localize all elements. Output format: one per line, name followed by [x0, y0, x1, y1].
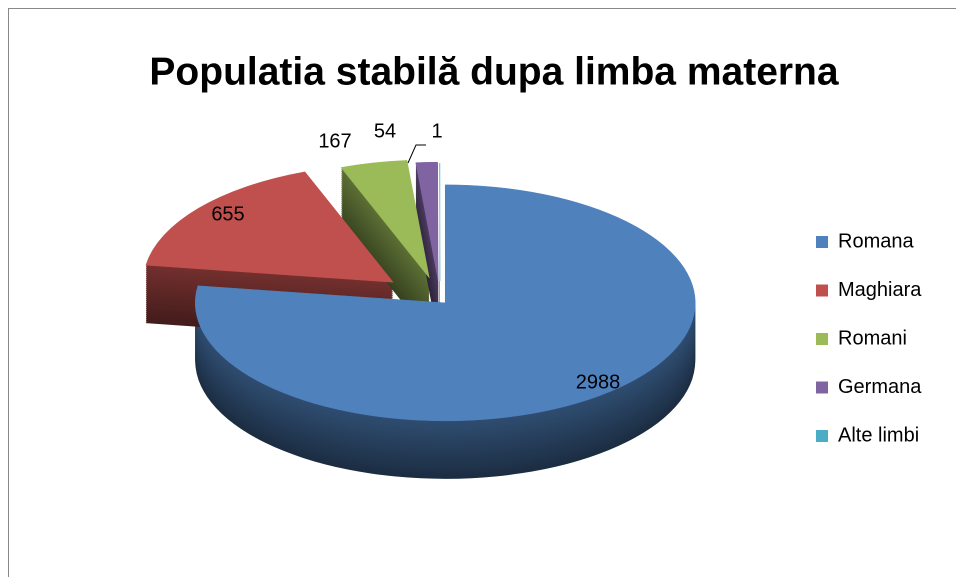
- legend-swatch: [816, 284, 828, 297]
- slice: [415, 161, 439, 281]
- slice: [340, 160, 430, 279]
- pie-tops: [145, 160, 696, 422]
- leader-line: [407, 144, 426, 164]
- slice: [194, 184, 696, 422]
- legend-label: Maghiara: [838, 279, 922, 301]
- legend-swatch: [816, 333, 828, 345]
- chart-title: Populatia stabilă dupa limba materna: [149, 50, 838, 93]
- legend-label: Romani: [838, 327, 907, 349]
- legend-label: Romana: [838, 230, 914, 252]
- data-label: 54: [374, 120, 396, 142]
- legend-swatch: [816, 430, 828, 442]
- data-label: 2988: [576, 371, 621, 393]
- legend-label: Alte limbi: [838, 424, 919, 446]
- data-labels: 2988 655 167 54 1: [211, 120, 620, 393]
- data-label: 1: [431, 120, 442, 142]
- data-label: 655: [211, 203, 244, 225]
- legend-label: Germana: [838, 376, 922, 398]
- data-label: 167: [318, 130, 351, 152]
- legend-swatch: [816, 381, 828, 394]
- legend-swatch: [816, 236, 828, 248]
- slice: [145, 171, 394, 283]
- legend: Romana Maghiara Romani Germana Alte limbi: [816, 230, 922, 446]
